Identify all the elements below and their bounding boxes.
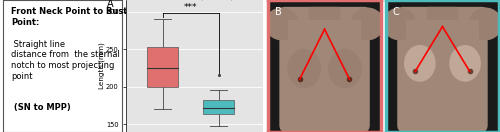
Ellipse shape [264,8,298,40]
Ellipse shape [449,45,481,82]
Ellipse shape [382,8,416,40]
FancyBboxPatch shape [308,7,340,36]
Text: Straight line
distance from  the sternal
notch to most projecting
point: Straight line distance from the sternal … [11,40,120,81]
Ellipse shape [328,49,362,88]
Ellipse shape [288,49,321,88]
FancyBboxPatch shape [280,7,370,132]
Text: C: C [392,7,400,17]
FancyBboxPatch shape [148,47,178,87]
Ellipse shape [350,8,384,40]
Text: A: A [107,0,114,9]
Text: ***: *** [184,3,198,12]
FancyBboxPatch shape [397,7,488,132]
Ellipse shape [468,8,500,40]
FancyBboxPatch shape [203,100,234,114]
Text: Front Neck Point to Bust
Point:: Front Neck Point to Bust Point: [11,7,127,27]
Text: B: B [275,7,281,17]
FancyBboxPatch shape [268,0,381,132]
Text: (SN to MPP): (SN to MPP) [11,103,70,112]
FancyBboxPatch shape [406,20,478,92]
Y-axis label: Length (mm): Length (mm) [98,43,104,89]
FancyBboxPatch shape [386,0,499,132]
FancyBboxPatch shape [288,20,361,92]
Ellipse shape [404,45,436,82]
FancyBboxPatch shape [426,7,458,36]
